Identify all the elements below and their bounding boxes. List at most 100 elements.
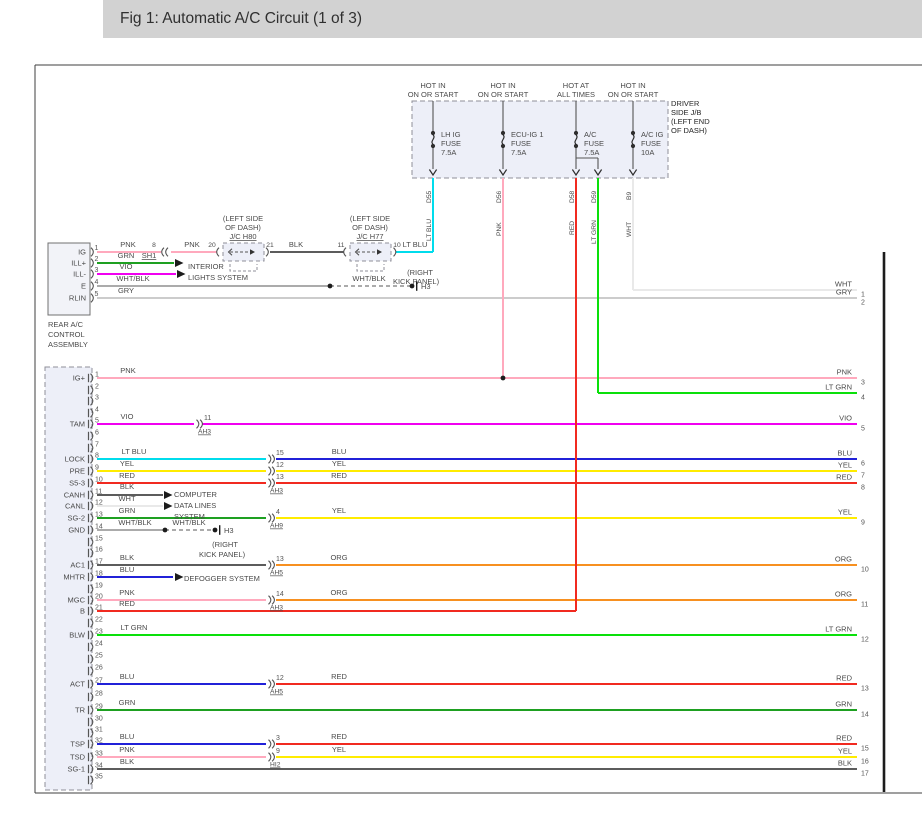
wire-color-label: YEL bbox=[120, 459, 134, 468]
pin-bracket bbox=[87, 525, 90, 535]
pin-bracket bbox=[90, 630, 94, 640]
pin-bracket bbox=[87, 373, 90, 383]
pin-bracket bbox=[268, 478, 272, 488]
mid-pin-number: 11 bbox=[204, 415, 211, 422]
junction-block-box bbox=[411, 100, 669, 179]
edge-pin-number: 3 bbox=[861, 380, 865, 387]
pin-label-canh: CANH bbox=[64, 491, 85, 500]
pin-bracket bbox=[268, 454, 272, 464]
pin-bracket bbox=[90, 269, 94, 279]
pin-bracket bbox=[90, 572, 94, 582]
fuse-icon bbox=[501, 134, 505, 145]
pin-bracket bbox=[87, 739, 90, 749]
pin-number: 4 bbox=[95, 279, 99, 286]
edge-pin-number: 2 bbox=[861, 300, 865, 307]
pin-bracket bbox=[90, 717, 94, 727]
jc-box bbox=[349, 242, 392, 262]
pin-bracket bbox=[87, 466, 90, 476]
edge-pin-number: 5 bbox=[861, 426, 865, 433]
pin-bracket bbox=[268, 466, 272, 476]
pin-bracket bbox=[90, 642, 94, 652]
label-d59: D59 bbox=[591, 190, 598, 203]
pin-bracket bbox=[87, 478, 90, 488]
label-10: 10 bbox=[393, 242, 401, 249]
label-rear-ac-control-assembly: REAR A/C bbox=[48, 320, 84, 329]
pin-label-ig+: IG+ bbox=[73, 374, 86, 383]
pin-bracket bbox=[90, 281, 94, 291]
label-on-or-start: ON OR START bbox=[408, 90, 459, 99]
pin-bracket bbox=[87, 595, 90, 605]
wire-color-label: RED bbox=[331, 471, 347, 480]
pin-number: 2 bbox=[95, 256, 99, 263]
fuse-output-arrow-icon bbox=[628, 169, 638, 177]
connector-ref-ah5: AH5 bbox=[270, 689, 283, 696]
figure-title: Fig 1: Automatic A/C Circuit (1 of 3) bbox=[120, 10, 363, 27]
system-arrow-icon bbox=[177, 270, 186, 278]
wire-color-label: GRN bbox=[119, 506, 136, 515]
jc-arrow-head bbox=[250, 249, 255, 255]
pin-number: 10 bbox=[95, 477, 103, 484]
edge-pin-number: 15 bbox=[861, 746, 869, 753]
pin-bracket bbox=[90, 775, 94, 785]
wire-color-label: PNK bbox=[119, 588, 134, 597]
pin-number: 5 bbox=[95, 291, 99, 298]
pin-bracket bbox=[90, 258, 94, 268]
pin-number: 23 bbox=[95, 629, 103, 636]
pin-bracket bbox=[87, 454, 90, 464]
label--left-side: (LEFT SIDE bbox=[223, 214, 263, 223]
pin-bracket bbox=[90, 501, 94, 511]
wire-color-label: WHT bbox=[118, 494, 135, 503]
pin-bracket bbox=[271, 454, 275, 464]
edge-pin-number: 11 bbox=[861, 602, 868, 609]
jc-arrow-head bbox=[377, 249, 382, 255]
pin-bracket bbox=[90, 490, 94, 500]
pin-label-mgc: MGC bbox=[68, 596, 86, 605]
pin-number: 18 bbox=[95, 571, 103, 578]
wire-color-label: BLU bbox=[332, 447, 347, 456]
wire-color-label: YEL bbox=[838, 461, 852, 470]
pin-label-act: ACT bbox=[70, 680, 85, 689]
wire-color-label: ORG bbox=[835, 555, 852, 564]
label-lights-system: LIGHTS SYSTEM bbox=[188, 273, 248, 282]
pin-bracket bbox=[87, 501, 90, 511]
label-j-c-h80: J/C H80 bbox=[229, 232, 256, 241]
mid-pin-number: 4 bbox=[276, 509, 280, 516]
fuse-icon bbox=[430, 143, 436, 149]
label-a-c: A/C bbox=[584, 130, 597, 139]
fuse-icon bbox=[500, 130, 506, 136]
pin-number: 12 bbox=[95, 500, 103, 507]
junction-dot bbox=[212, 527, 218, 533]
label-wht: WHT bbox=[626, 222, 633, 237]
label-rear-ac-control-assembly: ASSEMBLY bbox=[48, 340, 88, 349]
pin-number: 21 bbox=[95, 605, 103, 612]
pin-bracket bbox=[87, 584, 90, 594]
pin-bracket bbox=[90, 513, 94, 523]
pin-label-tam: TAM bbox=[70, 420, 85, 429]
label-all-times: ALL TIMES bbox=[557, 90, 595, 99]
pin-bracket bbox=[271, 478, 275, 488]
label-of-dash: OF DASH) bbox=[225, 223, 261, 232]
mid-pin-number: 13 bbox=[276, 474, 284, 481]
pin-bracket bbox=[90, 764, 94, 774]
pin-bracket bbox=[161, 247, 165, 257]
pin-bracket bbox=[90, 666, 94, 676]
pin-bracket bbox=[87, 642, 90, 652]
wire-color-label: RED bbox=[836, 674, 852, 683]
pin-bracket bbox=[90, 705, 94, 715]
pin-bracket bbox=[87, 728, 90, 738]
label-wht-blk: WHT/BLK bbox=[172, 518, 205, 527]
label-wht-blk: WHT/BLK bbox=[116, 274, 149, 283]
pin-bracket bbox=[90, 408, 94, 418]
pin-number: 7 bbox=[95, 442, 99, 449]
pin-bracket bbox=[196, 419, 200, 429]
label-fuse: FUSE bbox=[441, 139, 461, 148]
jc-arrow bbox=[354, 248, 360, 256]
label-computer: COMPUTER bbox=[174, 490, 218, 499]
pin-bracket bbox=[216, 247, 220, 257]
mid-pin-number: 3 bbox=[276, 735, 280, 742]
pin-bracket bbox=[271, 560, 275, 570]
pin-number: 28 bbox=[95, 691, 103, 698]
pin-label-e: E bbox=[81, 282, 86, 291]
label-pnk: PNK bbox=[184, 240, 199, 249]
junction-dot bbox=[162, 527, 168, 533]
